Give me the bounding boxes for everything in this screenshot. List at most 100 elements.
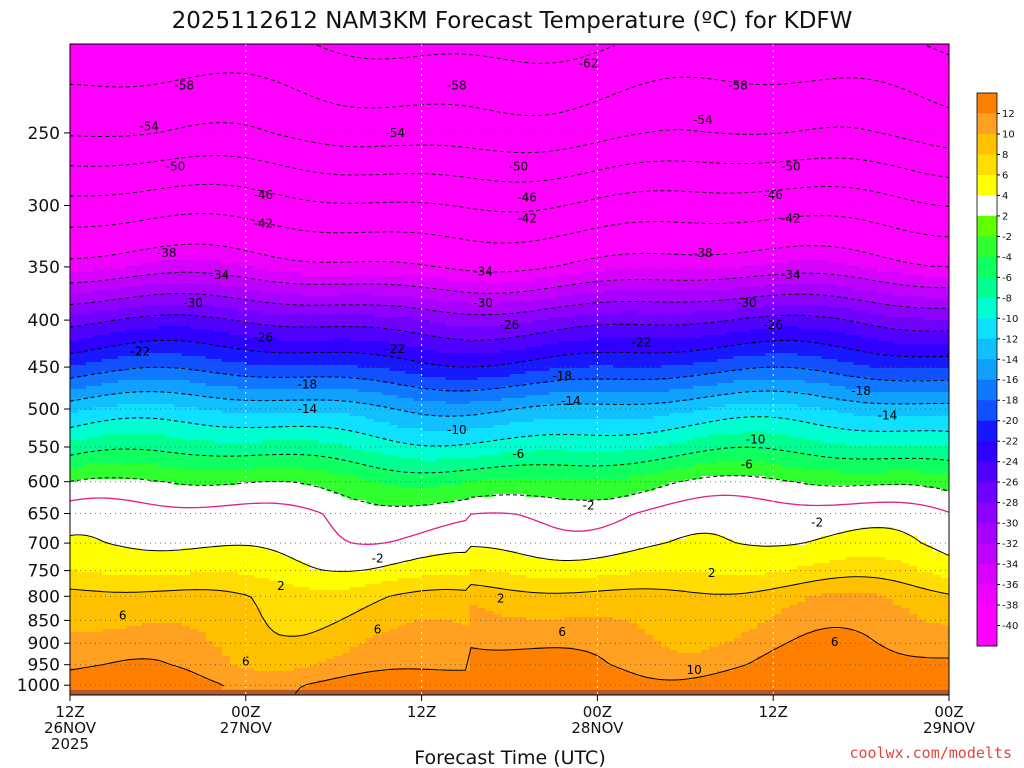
- isotherm-line: [70, 243, 949, 273]
- colorbar-label: -30: [1002, 519, 1018, 530]
- contour-label: -22: [632, 335, 652, 349]
- colorbar-label: -18: [1002, 396, 1018, 407]
- contour-label: 2: [277, 579, 285, 593]
- colorbar-swatch: [977, 625, 997, 647]
- x-tick-label: 2025: [51, 735, 89, 753]
- colorbar-swatch: [977, 154, 997, 176]
- y-tick-label: 400: [28, 311, 60, 331]
- colorbar-swatch: [977, 379, 997, 401]
- contour-label: -30: [473, 296, 493, 310]
- colorbar-swatch: [977, 256, 997, 278]
- colorbar-label: -26: [1002, 478, 1018, 489]
- colorbar-label: 8: [1002, 150, 1008, 161]
- contour-label: -2: [372, 552, 384, 566]
- colorbar-swatch: [977, 400, 997, 422]
- colorbar-label: -20: [1002, 416, 1018, 427]
- contour-label: -30: [183, 296, 203, 310]
- isotherm-line: [70, 155, 949, 183]
- colorbar-label: -36: [1002, 580, 1018, 591]
- y-tick-label: 600: [28, 473, 60, 493]
- isotherm-line: [70, 446, 949, 474]
- colorbar-swatch: [977, 420, 997, 442]
- isotherm-line: [70, 314, 949, 341]
- contour-label: -42: [781, 212, 801, 226]
- credit-link[interactable]: coolwx.com/modelts: [849, 744, 1012, 762]
- colorbar: 12 10 8 6 4 2 -2 -4 -6 -8 -10 -12 -14 -16 -18 -20 -22 -24…: [976, 92, 1018, 647]
- contour-label: 6: [831, 635, 839, 649]
- colorbar-label: 6: [1002, 170, 1008, 181]
- isotherm-line: [70, 366, 949, 392]
- colorbar-label: -16: [1002, 375, 1018, 386]
- isotherm-line: [70, 576, 949, 637]
- freezing-line: [70, 494, 949, 545]
- colorbar-label: 12: [1002, 109, 1015, 120]
- x-tick-label: 12Z: [407, 703, 436, 721]
- y-tick-label: 850: [28, 611, 60, 631]
- contour-label: 10: [686, 663, 701, 677]
- colorbar-swatch: [977, 502, 997, 524]
- contour-label: -38: [157, 246, 177, 260]
- isotherm-line: [70, 183, 949, 213]
- contour-label: -42: [254, 217, 274, 231]
- y-tick-label: 500: [28, 400, 60, 420]
- contour-label: -2: [811, 516, 823, 530]
- contour-label: -58: [174, 79, 194, 93]
- colorbar-swatch: [977, 215, 997, 237]
- contour-label: -10: [746, 433, 766, 447]
- y-tick-label: 750: [28, 562, 60, 582]
- contour-label: -14: [561, 394, 581, 408]
- colorbar-swatch: [977, 584, 997, 606]
- colorbar-label: -10: [1002, 314, 1018, 325]
- chart-title: 2025112612 NAM3KM Forecast Temperature (…: [172, 8, 853, 34]
- isotherm-line: [70, 271, 949, 294]
- x-axis-title: Forecast Time (UTC): [414, 747, 605, 768]
- contour-label: -18: [297, 377, 317, 391]
- y-tick-label: 450: [28, 358, 60, 378]
- contour-label: 6: [119, 609, 127, 623]
- colorbar-label: -40: [1002, 621, 1018, 632]
- contour-label: -22: [385, 342, 405, 356]
- contour-label: 6: [242, 654, 250, 668]
- colorbar-label: -12: [1002, 334, 1018, 345]
- y-tick-label: 650: [28, 505, 60, 525]
- colorbar-frame: [976, 92, 998, 647]
- isotherm-line: [70, 475, 949, 507]
- contour-label: -10: [447, 423, 467, 437]
- contour-label: -26: [254, 331, 274, 345]
- contour-label: -50: [166, 160, 186, 174]
- contour-label: -42: [517, 212, 537, 226]
- isotherm-line: [70, 527, 949, 572]
- colorbar-label: -34: [1002, 560, 1018, 571]
- y-tick-label: 300: [28, 197, 60, 217]
- isotherm-line: [317, 44, 949, 64]
- colorbar-label: -14: [1002, 355, 1018, 366]
- contour-label: -54: [693, 113, 713, 127]
- contour-label: -34: [210, 268, 230, 282]
- x-tick-label: 26NOV: [44, 719, 97, 737]
- isotherm-line: [70, 292, 949, 316]
- temperature-fill: [70, 44, 949, 695]
- colorbar-swatch: [977, 461, 997, 483]
- colorbar-swatch: [977, 482, 997, 504]
- colorbar-swatch: [977, 523, 997, 544]
- contour-label: 2: [497, 592, 505, 606]
- contour-label: -26: [500, 318, 520, 332]
- colorbar-swatch: [977, 605, 997, 626]
- colorbar-label: -24: [1002, 457, 1018, 468]
- contour-label: -54: [139, 120, 159, 134]
- x-tick-label: 29NOV: [923, 719, 976, 737]
- contour-label: -18: [552, 369, 572, 383]
- y-tick-label: 1000: [17, 676, 60, 696]
- x-tick-label: 12Z: [759, 703, 788, 721]
- y-tick-label: 950: [28, 656, 60, 676]
- colorbar-swatch: [977, 318, 997, 340]
- colorbar-label: -32: [1002, 539, 1018, 550]
- contour-label: -38: [693, 246, 713, 260]
- colorbar-label: -4: [1002, 252, 1012, 263]
- contour-label: -34: [473, 265, 493, 279]
- y-tick-label: 700: [28, 534, 60, 554]
- contour-label: -2: [583, 499, 595, 513]
- contour-label: -46: [254, 188, 274, 202]
- x-tick-label: 00Z: [231, 703, 260, 721]
